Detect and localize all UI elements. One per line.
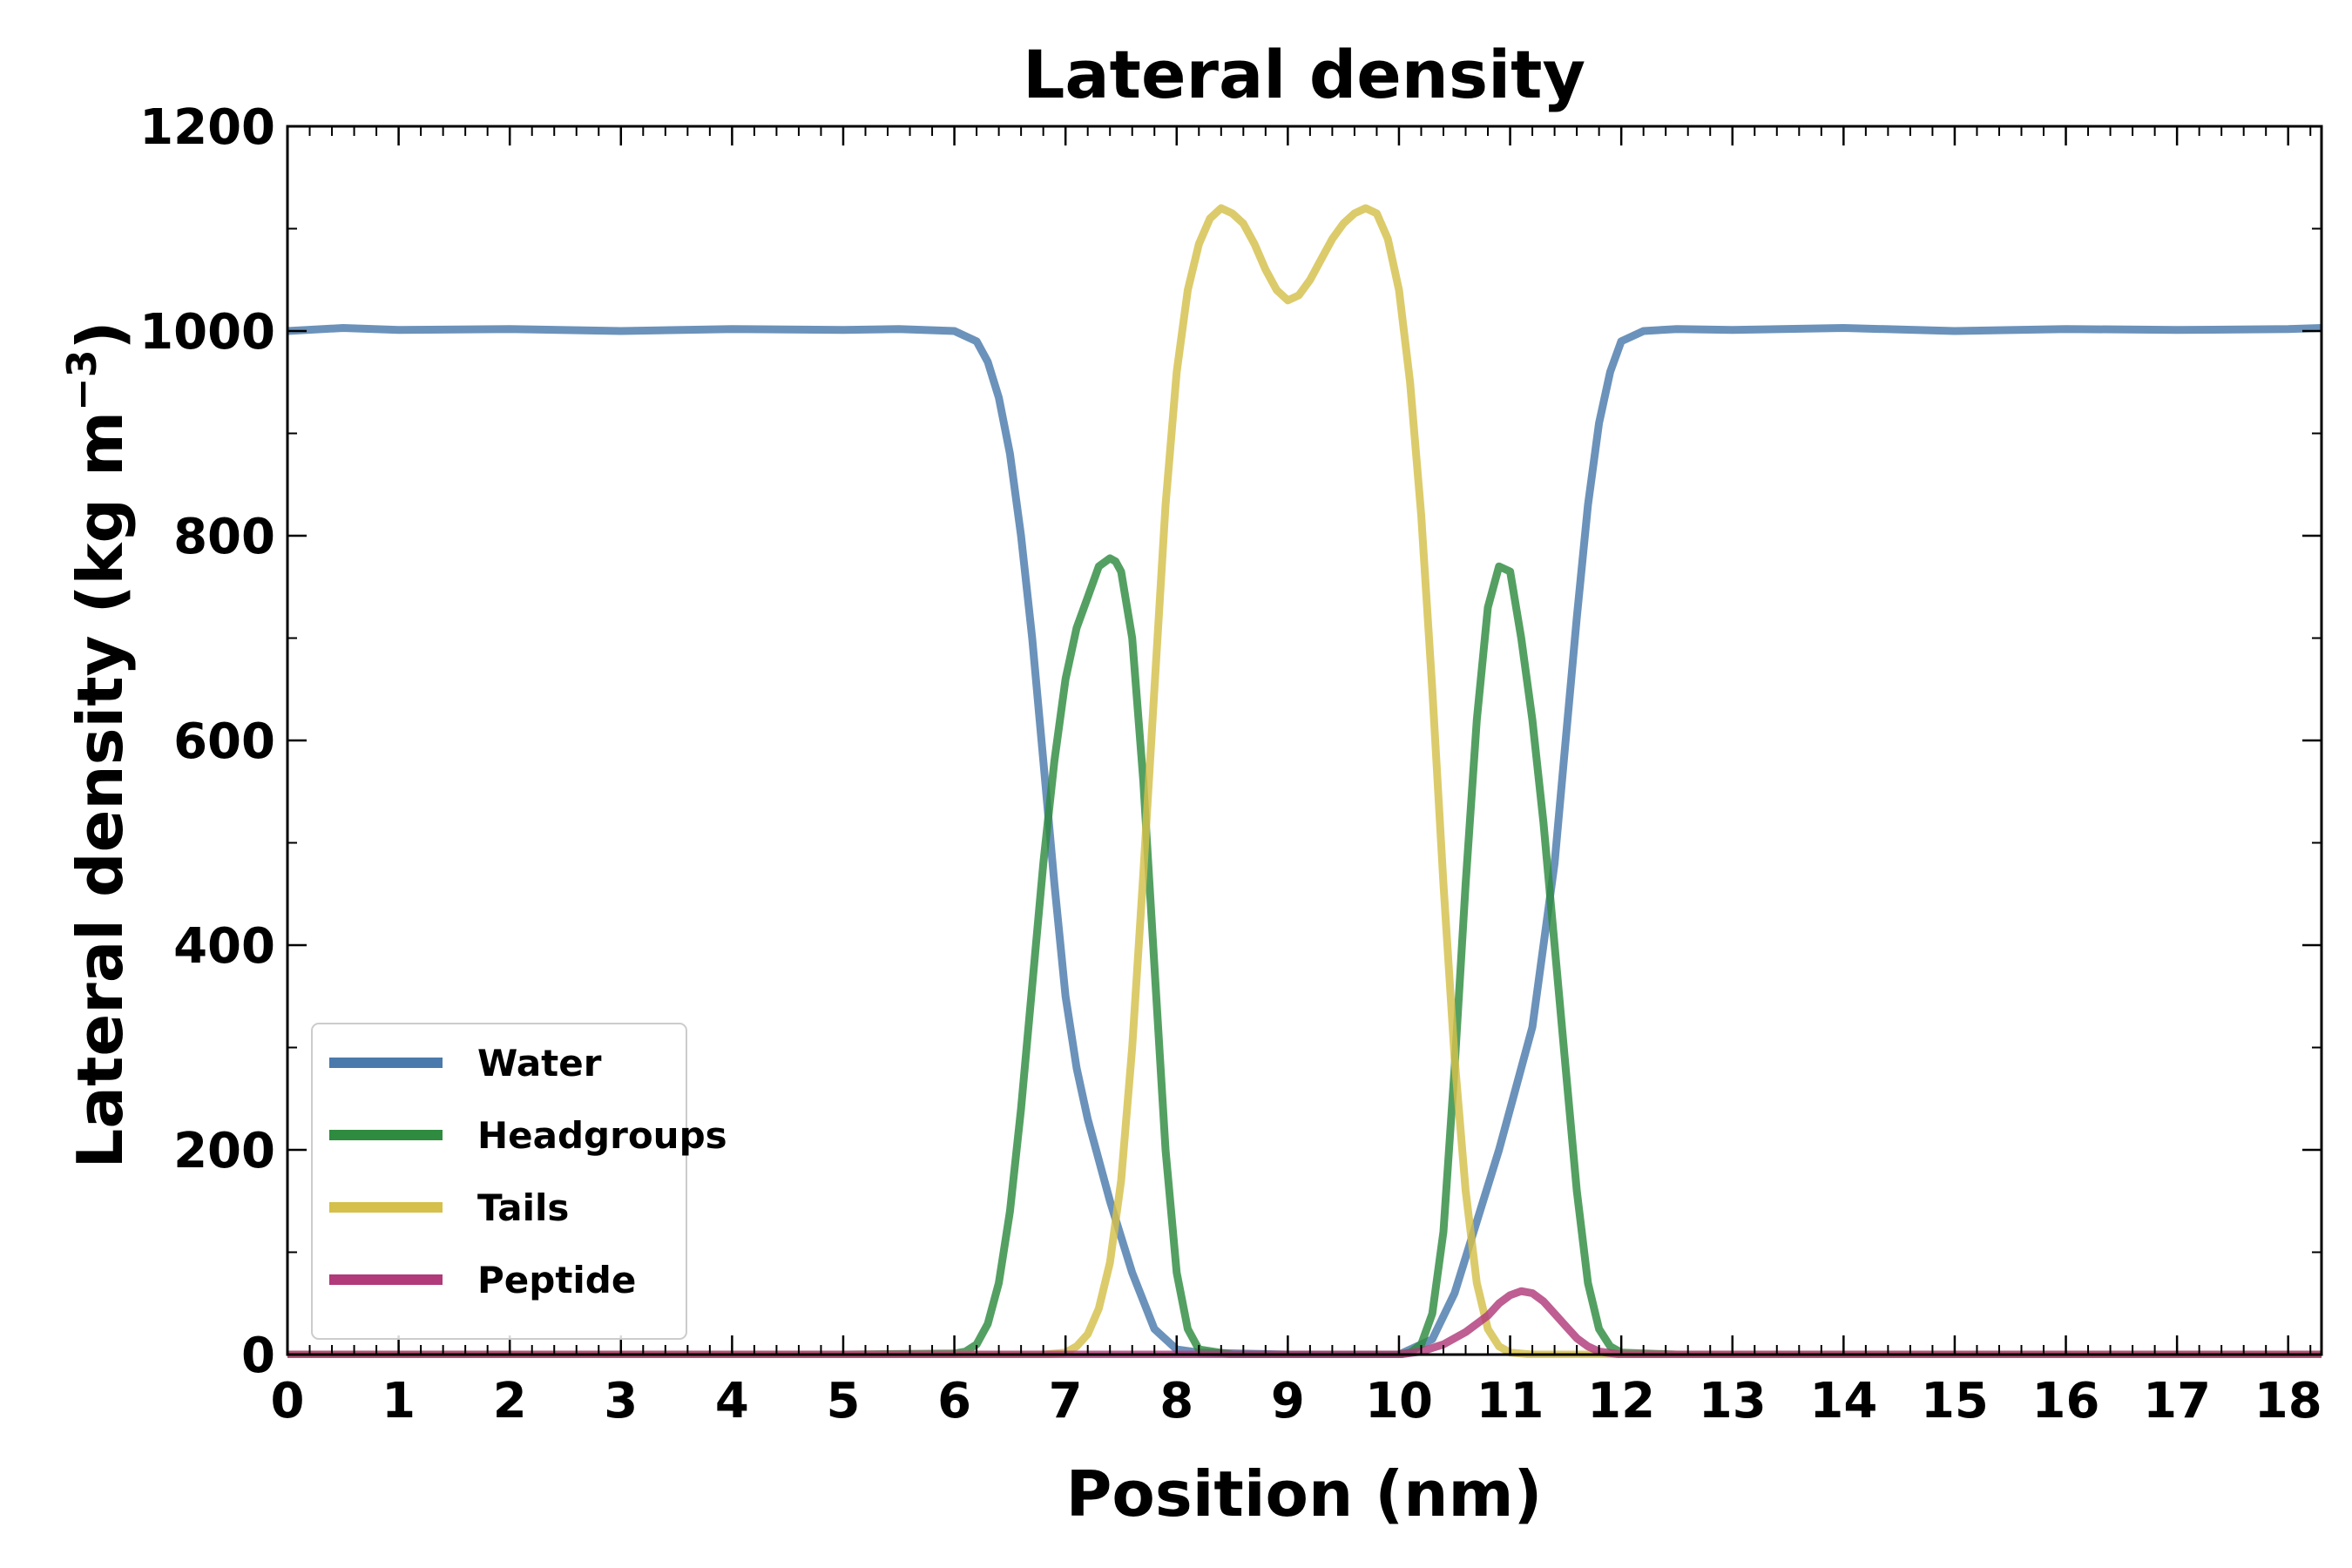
x-tick-label: 16	[2032, 1373, 2100, 1429]
x-tick-label: 1	[382, 1373, 416, 1429]
x-tick-label: 12	[1587, 1373, 1655, 1429]
x-tick-label: 13	[1699, 1373, 1767, 1429]
legend-label-water: Water	[477, 1042, 602, 1085]
legend-label-tails: Tails	[477, 1186, 569, 1229]
x-tick-label: 10	[1365, 1373, 1433, 1429]
ticks-layer	[286, 125, 2322, 1356]
series-line-tails	[287, 204, 2322, 1358]
x-tick-label: 6	[937, 1373, 971, 1429]
y-tick-label: 600	[173, 713, 275, 770]
x-tick-label: 11	[1477, 1373, 1544, 1429]
x-tick-label: 3	[604, 1373, 638, 1429]
y-tick-label: 400	[173, 918, 275, 975]
x-tick-label: 2	[493, 1373, 527, 1429]
chart-title: Lateral density	[1023, 36, 1585, 113]
x-tick-label: 18	[2254, 1373, 2322, 1429]
y-axis-label-close: )	[64, 321, 137, 349]
x-tick-label: 4	[715, 1373, 749, 1429]
x-tick-label: 5	[826, 1373, 860, 1429]
y-tick-label: 200	[173, 1123, 275, 1179]
x-tick-label: 9	[1271, 1373, 1305, 1429]
y-axis-label-superscript: −3	[58, 349, 105, 411]
tick-labels-layer: 0 1 2 3 4 5 6 7 8 9 10 11 12 13 14 15 16 17 18020040060080…	[139, 99, 2322, 1429]
x-tick-label: 0	[271, 1373, 305, 1429]
y-axis-label: Lateral density (kg m−3)	[58, 321, 137, 1168]
x-tick-label: 7	[1049, 1373, 1083, 1429]
legend: Water Headgroups Tails Peptide	[311, 1023, 727, 1340]
x-tick-label: 17	[2143, 1373, 2211, 1429]
y-tick-label: 800	[173, 509, 275, 565]
x-tick-label: 15	[1921, 1373, 1989, 1429]
x-tick-label: 8	[1159, 1373, 1193, 1429]
legend-box	[311, 1023, 687, 1340]
y-tick-label: 1000	[139, 304, 275, 361]
legend-label-headgroups: Headgroups	[477, 1114, 727, 1157]
y-axis-label-main: Lateral density (kg m	[64, 411, 137, 1169]
y-tick-label: 0	[241, 1328, 275, 1384]
x-tick-label: 14	[1809, 1373, 1877, 1429]
x-axis-label: Position (nm)	[1066, 1457, 1543, 1531]
y-tick-label: 1200	[139, 99, 275, 156]
legend-label-peptide: Peptide	[477, 1259, 636, 1301]
